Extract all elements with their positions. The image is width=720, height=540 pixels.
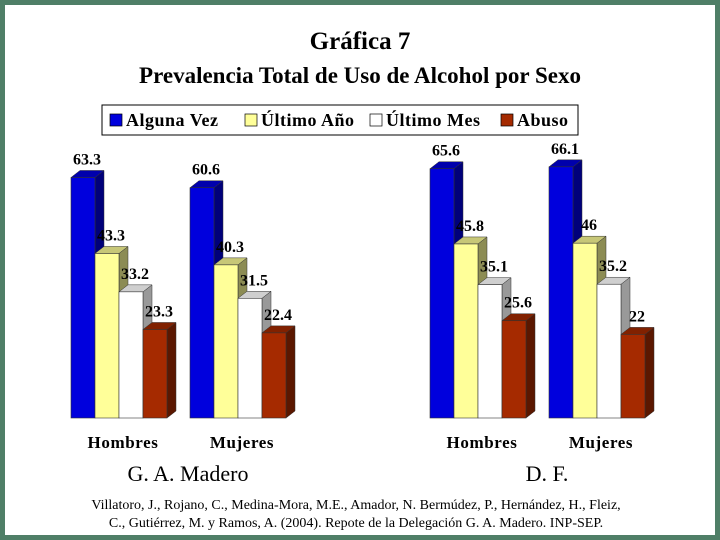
bar-front — [261, 332, 287, 419]
group-label: G. A. Madero — [128, 461, 249, 486]
bar-front — [142, 329, 168, 419]
bar-side — [166, 321, 177, 419]
legend-item-3: Último Mes — [369, 109, 480, 130]
legend: Alguna Vez Último Año Último Mes Abuso — [101, 104, 579, 136]
category-label: Hombres — [447, 433, 518, 452]
value-label: 35.2 — [599, 258, 627, 275]
slide: Gráfica 7 Prevalencia Total de Uso de Al… — [5, 5, 715, 535]
bar-front — [237, 297, 263, 419]
value-label: 60.6 — [192, 162, 220, 179]
bar-front — [70, 177, 96, 419]
bar-side — [525, 313, 536, 419]
legend-frame — [101, 104, 579, 136]
value-label: 31.5 — [240, 272, 268, 289]
bar-front — [118, 291, 144, 419]
legend-swatch — [109, 113, 123, 127]
legend-swatch — [369, 113, 383, 127]
legend-label: Último Año — [261, 109, 355, 130]
citation-line-2: C., Gutiérrez, M. y Ramos, A. (2004). Re… — [109, 516, 603, 531]
category-label: Mujeres — [210, 433, 274, 452]
citation-line-1: Villatoro, J., Rojano, C., Medina-Mora, … — [91, 498, 620, 513]
legend-swatch — [244, 113, 258, 127]
legend-item-1: Alguna Vez — [109, 110, 219, 130]
legend-label: Abuso — [517, 110, 569, 130]
legend-label: Último Mes — [386, 109, 480, 130]
value-label: 65.6 — [432, 143, 460, 160]
value-label: 40.3 — [216, 239, 244, 256]
bar — [620, 326, 655, 419]
value-label: 35.1 — [480, 259, 508, 276]
value-label: 22.4 — [264, 307, 292, 324]
value-label: 46 — [581, 217, 597, 234]
bar-front — [501, 320, 527, 419]
legend-label: Alguna Vez — [126, 110, 219, 130]
bar-front — [596, 283, 622, 419]
value-label: 22 — [629, 308, 645, 325]
legend-item-4: Abuso — [500, 110, 569, 130]
bar-front — [572, 242, 598, 419]
legend-item-2: Último Año — [244, 109, 355, 130]
bar-front — [453, 243, 479, 419]
value-label: 25.6 — [504, 295, 532, 312]
value-label: 43.3 — [97, 227, 125, 244]
bar — [261, 325, 296, 419]
legend-swatch — [500, 113, 514, 127]
bar — [142, 321, 177, 419]
bar-side — [644, 326, 655, 419]
category-label: Mujeres — [569, 433, 633, 452]
chart: Gráfica 7 Prevalencia Total de Uso de Al… — [70, 28, 655, 531]
value-label: 33.2 — [121, 266, 149, 283]
bar — [501, 313, 536, 419]
bar-front — [620, 334, 646, 419]
category-label: Hombres — [88, 433, 159, 452]
value-label: 63.3 — [73, 151, 101, 168]
bar-front — [548, 166, 574, 419]
bar-front — [477, 284, 503, 419]
chart-title: Gráfica 7 — [310, 28, 411, 55]
bar-side — [285, 325, 296, 419]
labels-layer: 63.3 43.3 33.2 23.3 Hombres 60.6 40.3 31.5 22.4 M… — [73, 141, 645, 486]
bar-front — [94, 253, 120, 419]
value-label: 45.8 — [456, 218, 484, 235]
bar-front — [213, 264, 239, 419]
chart-subtitle: Prevalencia Total de Uso de Alcohol por … — [139, 63, 581, 88]
group-label: D. F. — [526, 461, 569, 486]
bar-front — [429, 168, 455, 419]
bar-front — [189, 187, 215, 419]
value-label: 23.3 — [145, 303, 173, 320]
value-label: 66.1 — [551, 141, 579, 158]
bars-layer — [70, 159, 655, 419]
